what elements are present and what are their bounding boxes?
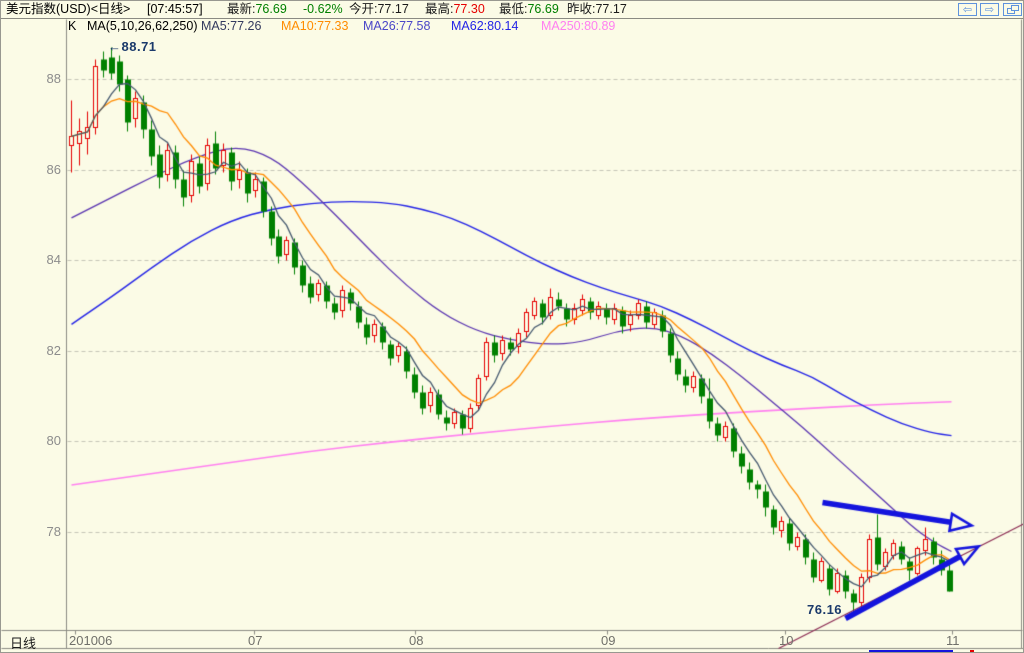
x-axis-label: 09: [601, 633, 616, 648]
back-icon[interactable]: ⇦: [958, 3, 977, 16]
field-high: 最高:77.30: [425, 2, 485, 16]
header-divider: [1, 18, 1023, 19]
field-low: 最低:76.69: [499, 2, 559, 16]
ma250-value: MA250:80.89: [541, 19, 616, 33]
x-axis-label: 08: [409, 633, 424, 648]
chart-type-label: K: [68, 19, 77, 33]
symbol-title: 美元指数(USD)<日线>: [6, 2, 131, 16]
ma10-value: MA10:77.33: [281, 19, 349, 33]
period-label: 日线: [10, 636, 37, 651]
forward-icon[interactable]: ⇨: [980, 3, 999, 16]
low-price-annotation: 76.16: [807, 602, 843, 617]
y-axis-label: 78: [46, 524, 61, 539]
y-axis-label: 84: [46, 252, 61, 267]
field-last: 最新:76.69: [227, 2, 287, 16]
window-layout-icon[interactable]: [1003, 3, 1022, 16]
quote-header: 美元指数(USD)<日线> [07:45:57] 最新:76.69 -0.62%…: [1, 1, 1023, 18]
field-open: 今开:77.17: [349, 2, 409, 16]
quote-time: [07:45:57]: [147, 2, 203, 16]
x-axis-label: 10: [779, 633, 794, 648]
y-axis-label: 80: [46, 433, 61, 448]
scrollbar-end-marker: [970, 650, 974, 652]
ma-params-label: MA(5,10,26,62,250): [87, 19, 198, 33]
x-axis-label: 201006: [69, 633, 113, 648]
peak-price-annotation: ←88.71: [108, 39, 157, 54]
y-axis-label: 86: [46, 162, 61, 177]
ma26-value: MA26:77.58: [363, 19, 431, 33]
ma5-value: MA5:77.26: [201, 19, 262, 33]
field-prev-close: 昨收:77.17: [567, 2, 627, 16]
y-axis-label: 88: [46, 71, 61, 86]
x-axis-label: 11: [946, 633, 960, 648]
x-axis-label: 07: [248, 633, 263, 648]
scrollbar-position-indicator[interactable]: [869, 650, 953, 652]
ma62-value: MA62:80.14: [451, 19, 519, 33]
y-axis-label: 82: [46, 343, 61, 358]
indicator-legend: K MA(5,10,26,62,250) MA5:77.26 MA10:77.3…: [1, 19, 1023, 34]
field-change-pct: -0.62%: [303, 2, 343, 16]
